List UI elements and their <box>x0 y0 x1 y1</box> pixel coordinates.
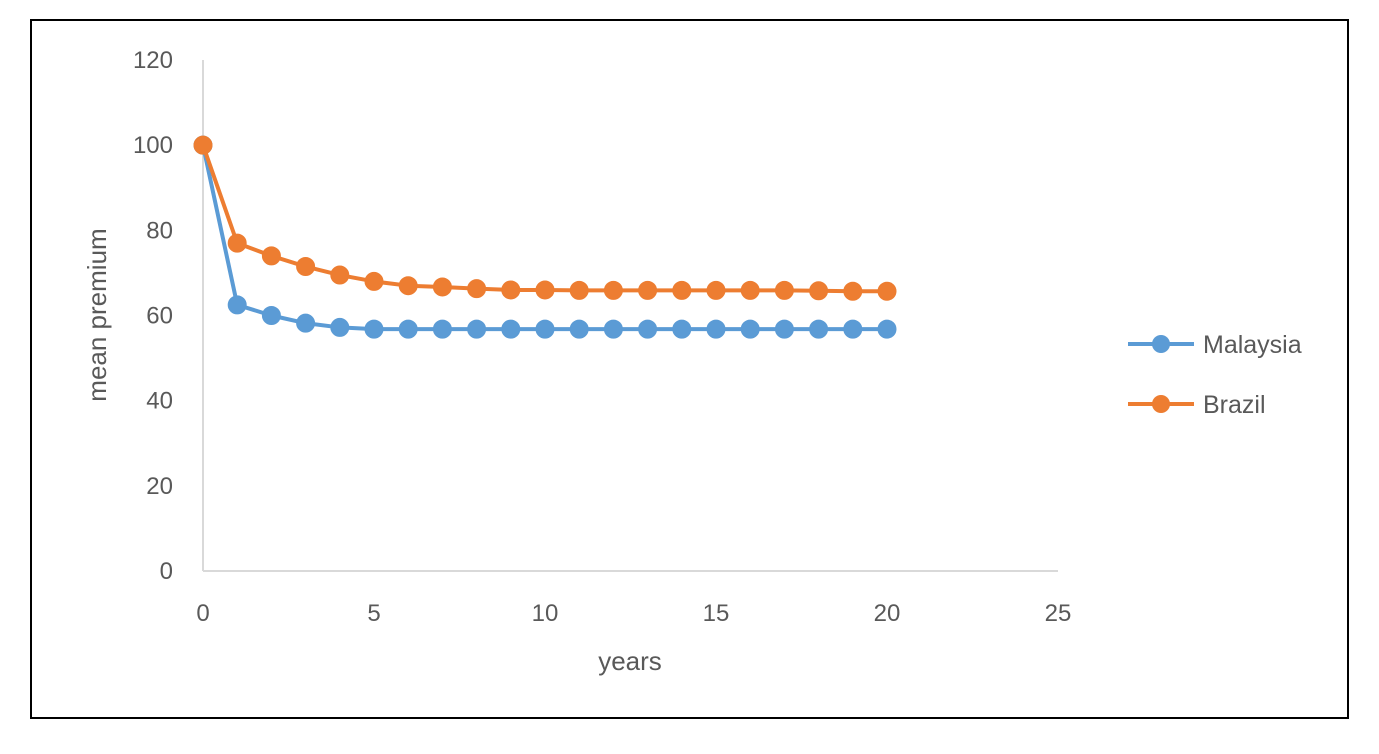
y-tick-label: 20 <box>146 473 173 500</box>
x-tick-label: 5 <box>367 600 380 627</box>
data-point-malaysia <box>638 319 658 339</box>
data-point-brazil <box>467 279 487 299</box>
data-point-malaysia <box>774 319 794 339</box>
series-lines <box>193 135 897 339</box>
data-point-brazil <box>432 277 452 297</box>
y-tick-label: 40 <box>146 388 173 415</box>
axes <box>202 60 1058 572</box>
data-point-malaysia <box>261 306 281 325</box>
data-point-malaysia <box>227 295 247 315</box>
data-point-malaysia <box>843 319 863 339</box>
legend-marker-brazil <box>1152 395 1170 413</box>
data-point-malaysia <box>740 319 760 339</box>
x-tick-label: 10 <box>532 600 559 627</box>
data-point-malaysia <box>296 313 316 333</box>
series-malaysia <box>193 135 897 339</box>
data-point-malaysia <box>706 319 726 339</box>
data-point-brazil <box>603 280 623 300</box>
y-tick-label: 120 <box>133 47 173 74</box>
y-axis-title: mean premium <box>82 228 112 401</box>
data-point-brazil <box>774 280 794 300</box>
y-tick-label: 100 <box>133 132 173 159</box>
x-tick-label: 0 <box>196 600 209 627</box>
x-tick-label: 20 <box>874 600 901 627</box>
data-point-brazil <box>535 280 555 300</box>
chart-frame <box>30 19 1349 719</box>
series-line-malaysia <box>201 144 887 332</box>
data-point-malaysia <box>330 317 350 337</box>
data-point-malaysia <box>877 319 897 339</box>
data-point-brazil <box>809 281 829 301</box>
data-point-brazil <box>501 280 521 300</box>
series-brazil <box>193 135 897 301</box>
data-point-brazil <box>296 257 316 277</box>
data-point-brazil <box>330 265 350 285</box>
legend-item-malaysia: Malaysia <box>1128 331 1302 359</box>
data-point-brazil <box>877 281 897 301</box>
data-point-malaysia <box>467 319 487 339</box>
data-point-brazil <box>364 271 384 291</box>
data-point-malaysia <box>535 319 555 339</box>
data-point-brazil <box>261 246 281 266</box>
x-tick-label: 15 <box>703 600 730 627</box>
legend-item-brazil: Brazil <box>1128 391 1266 419</box>
data-point-malaysia <box>672 319 692 339</box>
x-tick-label: 25 <box>1045 600 1072 627</box>
legend: Malaysia Brazil <box>1128 331 1302 419</box>
data-point-brazil <box>672 280 692 300</box>
legend-label-malaysia: Malaysia <box>1203 331 1302 359</box>
data-point-malaysia <box>398 319 418 339</box>
x-axis-title: years <box>598 646 662 676</box>
y-tick-label: 0 <box>160 558 173 585</box>
data-point-brazil <box>398 276 418 296</box>
data-point-brazil <box>193 135 213 155</box>
data-point-brazil <box>843 281 863 301</box>
data-point-brazil <box>638 280 658 300</box>
data-point-malaysia <box>603 319 623 339</box>
data-point-malaysia <box>809 319 829 339</box>
data-point-brazil <box>706 280 726 300</box>
data-point-brazil <box>227 233 247 253</box>
data-point-brazil <box>569 280 589 300</box>
legend-marker-malaysia <box>1152 335 1170 353</box>
data-point-malaysia <box>501 319 521 339</box>
tick-labels: 0 20 40 60 80 100 120 0 5 10 15 20 25 <box>133 47 1071 627</box>
data-point-malaysia <box>432 319 452 339</box>
legend-label-brazil: Brazil <box>1203 391 1266 419</box>
data-point-malaysia <box>569 319 589 339</box>
y-tick-label: 60 <box>146 303 173 330</box>
data-point-malaysia <box>364 319 384 339</box>
y-tick-label: 80 <box>146 217 173 244</box>
data-point-brazil <box>740 280 760 300</box>
